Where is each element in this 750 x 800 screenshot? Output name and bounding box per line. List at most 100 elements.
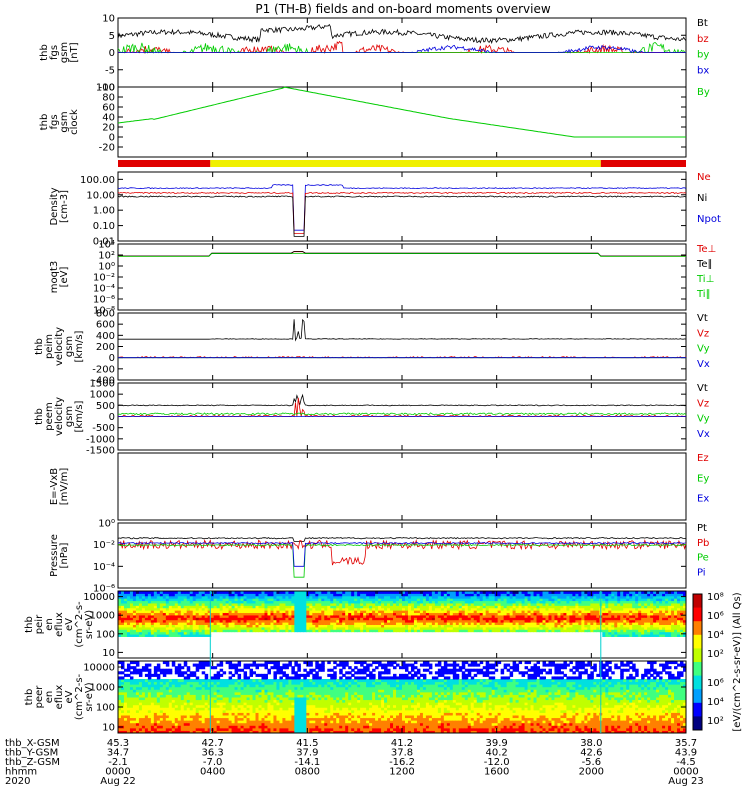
heatmap-cell: [159, 730, 164, 734]
heatmap-cell: [195, 679, 200, 683]
heatmap-cell: [198, 707, 203, 711]
heatmap-cell: [333, 629, 337, 633]
heatmap-cell: [123, 691, 128, 695]
heatmap-cell: [351, 619, 355, 623]
heatmap-cell: [635, 617, 639, 621]
heatmap-cell: [578, 605, 582, 609]
heatmap-cell: [258, 612, 262, 616]
heatmap-cell: [569, 629, 573, 633]
heatmap-cell: [422, 593, 427, 597]
heatmap-cell: [437, 591, 442, 594]
heatmap-cell: [279, 626, 283, 630]
heatmap-cell: [246, 663, 251, 667]
heatmap-cell: [243, 681, 248, 685]
heatmap-cell: [683, 634, 687, 637]
heatmap-cell: [189, 610, 194, 614]
heatmap-cell: [243, 598, 248, 602]
heatmap-cell: [608, 600, 612, 604]
heatmap-cell: [584, 619, 588, 623]
heatmap-cell: [527, 619, 532, 623]
heatmap-cell: [249, 591, 254, 594]
heatmap-cell: [602, 617, 606, 621]
heatmap-cell: [506, 617, 511, 621]
heatmap-cell: [243, 686, 248, 690]
heatmap-cell: [261, 602, 265, 606]
heatmap-cell: [306, 617, 310, 621]
heatmap-cell: [500, 617, 505, 621]
heatmap-cell: [611, 612, 615, 616]
heatmap-cell: [473, 600, 478, 604]
heatmap-cell: [213, 727, 218, 731]
heatmap-cell: [219, 727, 224, 731]
heatmap-cell: [372, 610, 376, 614]
heatmap-cell: [306, 614, 310, 618]
heatmap-cell: [219, 612, 224, 616]
heatmap-cell: [300, 593, 304, 597]
heatmap-cell: [228, 699, 233, 703]
heatmap-cell: [270, 619, 274, 623]
heatmap-cell: [402, 626, 406, 630]
heatmap-cell: [189, 593, 194, 597]
heatmap-cell: [165, 709, 170, 713]
heatmap-cell: [662, 598, 666, 602]
heatmap-cell: [366, 610, 370, 614]
heatmap-cell: [497, 591, 502, 594]
heatmap-cell: [315, 602, 319, 606]
heatmap-cell: [183, 722, 188, 726]
heatmap-cell: [180, 725, 185, 729]
heatmap-cell: [536, 591, 541, 594]
heatmap-cell: [204, 619, 209, 623]
heatmap-cell: [488, 619, 493, 623]
heatmap-cell: [539, 612, 544, 616]
heatmap-cell: [207, 663, 212, 667]
heatmap-cell: [455, 617, 460, 621]
heatmap-cell: [231, 610, 236, 614]
heatmap-cell: [138, 691, 143, 695]
heatmap-cell: [213, 717, 218, 721]
heatmap-cell: [378, 612, 382, 616]
heatmap-cell: [210, 605, 215, 609]
heatmap-cell: [318, 600, 322, 604]
heatmap-cell: [324, 617, 328, 621]
heatmap-cell: [118, 624, 122, 628]
heatmap-cell: [264, 691, 268, 695]
heatmap-cell: [222, 612, 227, 616]
heatmap-cell: [168, 730, 173, 734]
heatmap-cell: [339, 624, 343, 628]
heatmap-cell: [237, 717, 242, 721]
heatmap-cell: [419, 617, 424, 621]
heatmap-cell: [650, 631, 654, 635]
heatmap-cell: [554, 626, 558, 630]
heatmap-cell: [258, 622, 262, 625]
heatmap-cell: [288, 591, 292, 594]
heatmap-cell: [288, 619, 292, 623]
heatmap-cell: [680, 629, 684, 633]
heatmap-cell: [180, 619, 185, 623]
heatmap-cell: [662, 600, 666, 604]
heatmap-cell: [282, 626, 286, 630]
heatmap-cell: [494, 600, 499, 604]
heatmap-cell: [390, 614, 394, 618]
y-axis-label: (cm^2-s-: [74, 601, 85, 648]
heatmap-cell: [410, 600, 415, 604]
heatmap-cell: [171, 614, 176, 618]
heatmap-cell: [219, 629, 224, 633]
heatmap-cell: [596, 626, 600, 630]
heatmap-cell: [503, 600, 508, 604]
heatmap-cell: [150, 673, 155, 677]
heatmap-cell: [222, 600, 227, 604]
heatmap-cell: [183, 704, 188, 708]
heatmap-cell: [198, 605, 203, 609]
heatmap-cell: [243, 612, 248, 616]
heatmap-cell: [135, 715, 140, 719]
heatmap-cell: [174, 619, 179, 623]
heatmap-cell: [509, 629, 514, 633]
heatmap-cell: [186, 702, 191, 706]
heatmap-cell: [183, 725, 188, 729]
heatmap-cell: [129, 617, 134, 621]
heatmap-cell: [180, 702, 185, 706]
heatmap-cell: [455, 610, 460, 614]
heatmap-cell: [485, 626, 490, 630]
heatmap-cell: [228, 697, 233, 701]
